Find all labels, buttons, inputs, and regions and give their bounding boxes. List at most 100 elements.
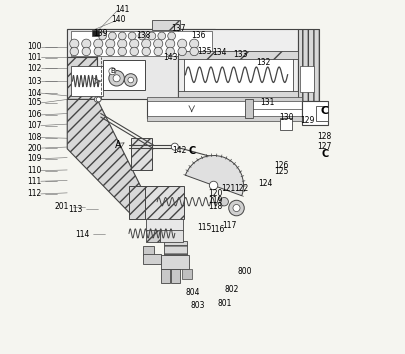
Text: 131: 131 — [260, 98, 275, 107]
Circle shape — [153, 39, 162, 48]
Text: 134: 134 — [212, 48, 227, 57]
Text: 140: 140 — [111, 15, 125, 24]
Text: 129: 129 — [299, 116, 314, 125]
Text: 132: 132 — [256, 58, 270, 67]
Circle shape — [109, 68, 115, 75]
Text: 111: 111 — [27, 177, 41, 186]
Circle shape — [94, 97, 100, 102]
Text: 103: 103 — [27, 76, 42, 86]
Text: 101: 101 — [27, 53, 42, 62]
Bar — [244, 99, 253, 119]
Circle shape — [108, 32, 116, 40]
Circle shape — [165, 39, 175, 48]
Text: 200: 200 — [27, 144, 42, 153]
Text: 100: 100 — [27, 42, 42, 51]
Text: 141: 141 — [115, 5, 129, 14]
Text: 105: 105 — [27, 98, 42, 108]
Text: 110: 110 — [27, 166, 42, 175]
Text: 116: 116 — [209, 225, 224, 234]
Text: 120: 120 — [208, 189, 222, 198]
Circle shape — [109, 70, 124, 86]
Text: 109: 109 — [27, 154, 42, 163]
Circle shape — [177, 47, 186, 56]
Bar — [171, 269, 180, 283]
Bar — [130, 138, 151, 170]
Bar — [97, 29, 178, 99]
Circle shape — [228, 200, 244, 216]
Text: 106: 106 — [27, 110, 42, 119]
Circle shape — [105, 39, 115, 48]
Text: 137: 137 — [171, 24, 185, 33]
Circle shape — [141, 39, 150, 48]
Circle shape — [166, 47, 174, 56]
Circle shape — [124, 74, 137, 86]
Text: 142: 142 — [171, 147, 186, 155]
Circle shape — [232, 205, 239, 212]
Text: 119: 119 — [207, 196, 222, 205]
Circle shape — [113, 75, 120, 82]
Bar — [146, 97, 301, 101]
Bar — [178, 29, 297, 99]
Wedge shape — [185, 155, 243, 196]
Text: 136: 136 — [191, 31, 205, 40]
Bar — [160, 229, 182, 242]
Bar — [67, 29, 97, 99]
Circle shape — [142, 47, 150, 56]
Circle shape — [128, 32, 136, 40]
Circle shape — [158, 32, 165, 40]
Text: 102: 102 — [27, 64, 42, 73]
Circle shape — [70, 39, 79, 48]
Circle shape — [189, 39, 198, 48]
Bar — [145, 229, 160, 242]
Text: 112: 112 — [27, 189, 41, 199]
Circle shape — [138, 32, 145, 40]
Text: 802: 802 — [224, 285, 238, 293]
Bar — [160, 269, 169, 284]
Circle shape — [117, 39, 126, 48]
Bar — [151, 20, 180, 30]
Circle shape — [128, 77, 133, 83]
Bar — [143, 186, 183, 219]
Circle shape — [209, 181, 217, 190]
Bar — [299, 66, 313, 92]
Polygon shape — [67, 99, 146, 212]
Circle shape — [70, 47, 78, 56]
Bar — [67, 29, 215, 57]
Circle shape — [130, 47, 138, 56]
Text: 138: 138 — [136, 32, 150, 40]
Bar — [315, 107, 327, 121]
Text: C: C — [188, 146, 196, 156]
Circle shape — [106, 47, 114, 56]
Circle shape — [118, 32, 126, 40]
Text: 107: 107 — [27, 121, 42, 130]
Bar — [178, 51, 297, 59]
Circle shape — [96, 97, 101, 102]
Text: 104: 104 — [27, 88, 42, 98]
Bar — [301, 101, 327, 125]
Text: 133: 133 — [232, 51, 247, 59]
Text: 201: 201 — [55, 202, 69, 211]
Circle shape — [177, 39, 186, 48]
Text: 117: 117 — [222, 221, 236, 230]
Text: B: B — [110, 68, 115, 74]
Circle shape — [82, 47, 90, 56]
Circle shape — [129, 39, 139, 48]
Text: 115: 115 — [197, 223, 211, 232]
Bar — [92, 30, 99, 36]
Text: 121: 121 — [221, 184, 235, 193]
Text: 804: 804 — [185, 288, 199, 297]
Bar — [143, 246, 154, 255]
Text: 124: 124 — [258, 179, 272, 188]
Bar — [67, 57, 97, 99]
Circle shape — [171, 143, 178, 150]
Text: 130: 130 — [278, 113, 293, 122]
Circle shape — [220, 198, 228, 206]
Text: 135: 135 — [197, 47, 211, 56]
Circle shape — [153, 47, 162, 56]
Text: 108: 108 — [27, 133, 42, 142]
Text: A: A — [115, 140, 122, 150]
Text: 128: 128 — [316, 132, 330, 141]
Circle shape — [167, 32, 175, 40]
Text: 803: 803 — [190, 301, 204, 310]
Bar — [102, 59, 145, 90]
